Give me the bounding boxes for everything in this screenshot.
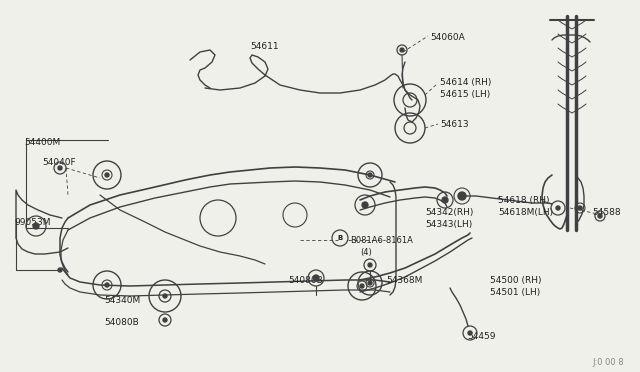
Text: 54500 (RH): 54500 (RH) <box>490 276 541 285</box>
Text: 54340M: 54340M <box>104 296 140 305</box>
Text: 54060A: 54060A <box>430 33 465 42</box>
Text: 54080B: 54080B <box>288 276 323 285</box>
Text: (4): (4) <box>360 248 372 257</box>
Text: 54343(LH): 54343(LH) <box>425 220 472 229</box>
Circle shape <box>598 214 602 218</box>
Circle shape <box>105 173 109 177</box>
Text: 54613: 54613 <box>440 120 468 129</box>
Text: 54368M: 54368M <box>386 276 422 285</box>
Text: B: B <box>337 235 342 241</box>
Text: 99053M: 99053M <box>14 218 51 227</box>
Text: J:0 00 8: J:0 00 8 <box>592 358 623 367</box>
Circle shape <box>368 173 372 177</box>
Text: 54400M: 54400M <box>24 138 60 147</box>
Circle shape <box>556 206 560 210</box>
Circle shape <box>58 166 62 170</box>
Text: 54459: 54459 <box>467 332 495 341</box>
Text: 54588: 54588 <box>592 208 621 217</box>
Circle shape <box>442 197 448 203</box>
Circle shape <box>468 331 472 335</box>
Circle shape <box>313 275 319 281</box>
Text: 54618M(LH): 54618M(LH) <box>498 208 553 217</box>
Text: 54618 (RH): 54618 (RH) <box>498 196 550 205</box>
Text: B081A6-8161A: B081A6-8161A <box>350 236 413 245</box>
Circle shape <box>58 268 62 272</box>
Text: 54501 (LH): 54501 (LH) <box>490 288 540 297</box>
Circle shape <box>458 192 466 200</box>
Circle shape <box>163 294 167 298</box>
Text: 54342(RH): 54342(RH) <box>425 208 474 217</box>
Text: 54615 (LH): 54615 (LH) <box>440 90 490 99</box>
Text: 54080B: 54080B <box>104 318 139 327</box>
Text: 54040F: 54040F <box>42 158 76 167</box>
Text: 54611: 54611 <box>251 42 279 51</box>
Circle shape <box>362 202 368 208</box>
Circle shape <box>33 223 39 229</box>
Circle shape <box>163 318 167 322</box>
Circle shape <box>578 206 582 210</box>
Circle shape <box>360 284 364 288</box>
Circle shape <box>400 48 404 52</box>
Circle shape <box>368 263 372 267</box>
Circle shape <box>105 283 109 287</box>
Circle shape <box>368 281 372 285</box>
Text: 54614 (RH): 54614 (RH) <box>440 78 492 87</box>
